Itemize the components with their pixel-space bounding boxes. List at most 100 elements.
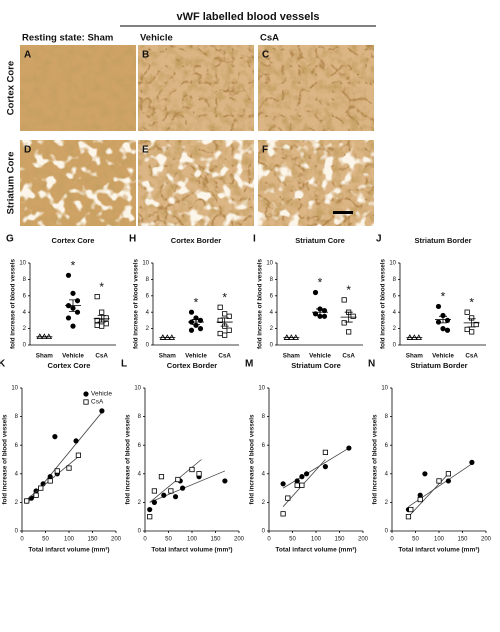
point [65, 315, 72, 321]
sem-bar [97, 315, 106, 323]
x-tick-label: 50 [42, 537, 49, 543]
y-tick-label: 0 [15, 529, 19, 535]
x-tick-label: 200 [481, 537, 492, 543]
y-axis-label: fold increase of blood vessels [249, 414, 256, 504]
image-label: A [24, 50, 31, 61]
y-tick-label: 10 [266, 261, 273, 267]
point [151, 488, 157, 494]
point [94, 294, 100, 300]
point [175, 476, 181, 483]
point [158, 474, 165, 480]
point [464, 309, 470, 315]
y-axis-label: fold increase of blood vessels [125, 414, 132, 504]
point [172, 494, 179, 500]
y-tick-label: 6 [146, 293, 150, 299]
charts: G Cortex Core fold increase of blood vesse… [0, 234, 492, 554]
y-tick-label: 8 [15, 414, 19, 420]
point [435, 319, 442, 325]
x-tick-label: 150 [457, 537, 468, 543]
point [444, 317, 451, 323]
x-tick-label: 200 [111, 537, 122, 543]
y-tick-label: 2 [262, 500, 266, 506]
point [321, 313, 328, 319]
point [161, 492, 167, 498]
x-tick-label: CsA [218, 353, 231, 360]
chart-title: Striatum Core [291, 361, 341, 370]
micrograph-vessels [258, 45, 374, 131]
point [65, 272, 72, 278]
x-tick-label: Sham [159, 353, 177, 360]
x-axis-label: Total infarct volume (mm³) [398, 547, 479, 554]
y-tick-label: 8 [270, 277, 274, 283]
panel-letter: H [129, 234, 136, 245]
y-tick-label: 2 [138, 500, 142, 506]
image-label: C [262, 50, 269, 61]
point [445, 471, 452, 477]
panel-letter: G [6, 234, 14, 245]
point [189, 466, 195, 473]
y-axis-label: fold increase of blood vessels [257, 259, 264, 349]
x-tick-label: 200 [234, 537, 245, 543]
point [70, 290, 76, 296]
y-tick-label: 2 [393, 326, 397, 332]
y-axis-label: fold increase of blood vessels [380, 259, 387, 349]
point [38, 485, 44, 491]
point [196, 471, 202, 477]
column-header: CsA [260, 33, 279, 44]
y-tick-label: 0 [138, 529, 142, 535]
point [303, 471, 310, 477]
point [147, 514, 153, 520]
sem-bar [220, 317, 229, 327]
x-tick-label: Vehicle [62, 353, 84, 360]
chart-title: Striatum Core [295, 236, 345, 245]
point [188, 309, 195, 315]
x-tick-label: 150 [334, 537, 345, 543]
point [346, 329, 352, 335]
sem-bar [439, 315, 447, 324]
point [168, 488, 174, 494]
point [197, 325, 204, 332]
point [217, 317, 223, 324]
y-tick-label: 4 [146, 310, 150, 316]
point [99, 408, 105, 414]
chart-title: Cortex Core [52, 236, 95, 245]
scale-bar [333, 211, 353, 214]
y-tick-label: 2 [270, 326, 274, 332]
chart-title: Striatum Border [414, 236, 471, 245]
point [217, 330, 223, 337]
point [469, 329, 475, 335]
micrographs: Resting state: Sham Vehicle CsA Cortex Core… [6, 33, 374, 226]
figure-title: vWF labelled blood vessels [176, 11, 319, 23]
point [294, 482, 300, 488]
y-tick-label: 4 [138, 471, 142, 477]
point [321, 307, 328, 314]
point [47, 474, 53, 480]
x-tick-label: 200 [358, 537, 369, 543]
point [422, 471, 428, 477]
sem-bar [344, 311, 353, 323]
point [73, 438, 79, 444]
y-tick-label: 0 [262, 529, 266, 535]
image-label: F [262, 145, 268, 156]
point [444, 327, 451, 333]
significance: * [222, 290, 227, 304]
y-tick-label: 4 [385, 471, 389, 477]
point [226, 327, 232, 333]
point [222, 332, 228, 338]
point [66, 465, 72, 471]
x-tick-label: CsA [95, 353, 108, 360]
y-tick-label: 4 [15, 471, 19, 477]
x-tick-label: 100 [434, 537, 445, 543]
point [312, 289, 319, 296]
point [322, 464, 328, 470]
y-axis-label: fold increase of blood vessels [133, 259, 140, 349]
point [299, 474, 305, 480]
point [222, 478, 228, 484]
point [180, 485, 186, 491]
panel-letter: M [245, 359, 253, 370]
y-tick-label: 8 [146, 277, 150, 283]
micrograph-fibers [258, 140, 374, 226]
y-tick-label: 6 [270, 293, 274, 299]
point [350, 313, 356, 319]
